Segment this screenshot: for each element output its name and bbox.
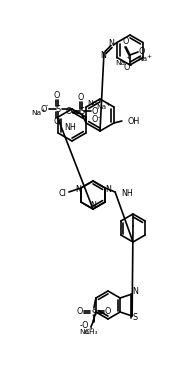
Text: CH₃: CH₃ [84, 329, 98, 335]
Text: +: + [146, 53, 152, 59]
Text: O: O [54, 92, 60, 100]
Text: -: - [98, 114, 100, 120]
Text: N: N [100, 51, 106, 60]
Text: Na: Na [137, 56, 147, 62]
Text: Na: Na [115, 60, 125, 66]
Text: O: O [41, 105, 47, 113]
Text: Na: Na [87, 100, 97, 106]
Text: N: N [108, 39, 114, 48]
Text: O: O [105, 308, 111, 316]
Text: S: S [133, 312, 138, 322]
Text: S: S [80, 106, 85, 116]
Text: Na: Na [79, 329, 89, 335]
Text: N: N [132, 287, 138, 297]
Text: N: N [105, 185, 111, 195]
Text: Cl: Cl [59, 190, 67, 198]
Text: NH: NH [121, 188, 133, 198]
Text: O: O [77, 308, 83, 316]
Text: +: + [97, 98, 102, 103]
Text: O: O [124, 64, 130, 72]
Text: N: N [75, 185, 81, 195]
Text: -: - [130, 62, 132, 68]
Text: +: + [125, 55, 131, 60]
Text: S: S [91, 308, 96, 318]
Text: S: S [55, 105, 61, 113]
Text: Na: Na [96, 104, 106, 110]
Text: Na: Na [31, 110, 41, 116]
Text: O: O [54, 117, 60, 127]
Text: O: O [92, 114, 98, 124]
Text: -O: -O [79, 322, 89, 330]
Text: O: O [139, 46, 145, 56]
Text: -: - [46, 102, 48, 108]
Text: O: O [123, 38, 129, 46]
Text: OH: OH [128, 117, 140, 125]
Text: +: + [40, 107, 45, 113]
Text: O: O [66, 107, 72, 117]
Text: O: O [92, 106, 98, 116]
Text: +: + [106, 102, 111, 106]
Text: NH: NH [64, 123, 76, 131]
Text: N: N [90, 202, 96, 210]
Text: +: + [88, 326, 93, 332]
Text: O: O [78, 93, 84, 103]
